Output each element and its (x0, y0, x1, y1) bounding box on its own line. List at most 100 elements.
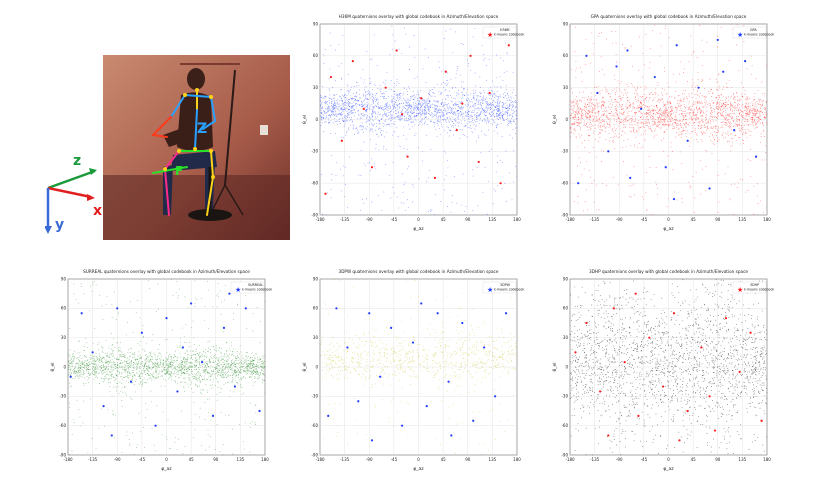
sample-point (578, 116, 580, 118)
sample-point (676, 127, 678, 129)
x-tick-label: 45 (441, 217, 447, 222)
sample-point (700, 102, 702, 104)
sample-point (501, 107, 503, 109)
sample-point (688, 108, 690, 110)
sample-point (356, 100, 358, 101)
sample-point (746, 137, 748, 139)
sample-point (391, 101, 393, 103)
sample-point (614, 91, 616, 93)
sample-point (572, 118, 574, 120)
sample-point (443, 119, 445, 121)
sample-point (100, 361, 102, 363)
sample-point (342, 108, 344, 110)
sample-point (573, 127, 575, 129)
sample-point (364, 87, 366, 89)
sample-point (331, 86, 333, 88)
sample-point (581, 101, 582, 103)
sample-point (361, 117, 363, 119)
sample-point (365, 122, 367, 124)
sample-point (652, 109, 654, 111)
sample-point (473, 107, 475, 109)
sample-point (339, 100, 341, 102)
sample-point (698, 117, 700, 119)
sample-point (645, 115, 647, 117)
sample-point (429, 94, 431, 96)
sample-point (658, 98, 660, 100)
sample-point (341, 99, 343, 101)
sample-point (336, 120, 338, 122)
sample-point (479, 108, 481, 110)
sample-point (454, 104, 456, 106)
sample-point (764, 136, 766, 137)
sample-point (608, 132, 610, 134)
sample-point (367, 107, 369, 109)
sample-point (352, 127, 354, 129)
sample-point (420, 112, 422, 114)
sample-point (380, 107, 382, 108)
sample-point (379, 128, 381, 130)
sample-point (255, 367, 257, 369)
sample-point (435, 109, 437, 111)
sample-point (342, 113, 344, 115)
sample-point (472, 169, 473, 171)
sample-point (666, 206, 668, 208)
sample-point (418, 104, 420, 105)
sample-point (457, 67, 458, 69)
sample-point (765, 111, 767, 113)
sample-point (460, 204, 462, 206)
sample-point (725, 120, 727, 122)
sample-point (331, 174, 333, 175)
sample-point (616, 135, 618, 137)
sample-point (98, 372, 100, 374)
sample-point (475, 89, 476, 91)
sample-point (473, 103, 475, 105)
sample-point (322, 86, 324, 88)
codebook-point (469, 54, 472, 57)
sample-point (348, 109, 350, 111)
sample-point (434, 96, 436, 97)
sample-point (685, 123, 687, 124)
sample-point (320, 125, 322, 127)
sample-point (348, 113, 350, 115)
sample-point (629, 106, 631, 108)
sample-point (470, 93, 472, 95)
sample-point (515, 127, 516, 129)
sample-point (341, 103, 343, 105)
y-tick-label: -30 (59, 394, 66, 399)
sample-point (659, 113, 661, 115)
sample-point (488, 93, 490, 95)
sample-point (149, 378, 151, 379)
sample-point (695, 108, 697, 110)
sample-point (652, 118, 654, 120)
sample-point (334, 101, 335, 103)
sample-point (723, 108, 725, 110)
sample-point (679, 131, 681, 133)
sample-point (406, 154, 407, 156)
sample-point (726, 119, 728, 121)
sample-point (676, 199, 678, 201)
sample-point (508, 114, 510, 116)
sample-point (328, 100, 330, 102)
x-tick-label: 0 (667, 217, 670, 222)
sample-point (67, 361, 69, 363)
sample-point (651, 130, 653, 131)
sample-point (616, 100, 618, 102)
sample-point (380, 105, 382, 107)
sample-point (70, 366, 72, 368)
sample-point (441, 126, 443, 128)
sample-point (508, 110, 510, 112)
sample-point (488, 113, 490, 115)
sample-point (474, 109, 475, 111)
sample-point (432, 121, 434, 123)
sample-point (364, 89, 366, 91)
sample-point (400, 119, 402, 121)
sample-point (680, 126, 682, 128)
sample-point (458, 89, 459, 91)
sample-point (380, 96, 382, 97)
sample-point (165, 358, 167, 360)
sample-point (475, 104, 477, 106)
sample-point (452, 121, 454, 122)
sample-point (586, 161, 588, 163)
sample-point (515, 102, 517, 103)
sample-point (407, 113, 409, 115)
